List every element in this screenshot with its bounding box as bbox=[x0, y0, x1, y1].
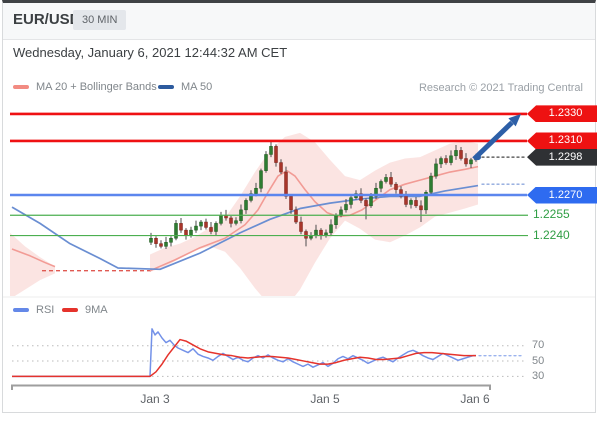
legend-rsi-label: RSI bbox=[36, 304, 55, 316]
rsi-swatch-icon bbox=[13, 308, 29, 312]
support-label-12240: 1.2240 bbox=[533, 227, 570, 242]
support-tag-12270: 1.2270 bbox=[527, 186, 597, 204]
rsi-scale-30: 30 bbox=[532, 370, 545, 382]
legend-9ma: 9MA bbox=[62, 304, 108, 316]
x-axis-label-jan3: Jan 3 bbox=[140, 392, 170, 406]
resistance-tag-12310: 1.2310 bbox=[527, 132, 597, 150]
nine-ma-swatch-icon bbox=[62, 308, 78, 312]
ma50-swatch-icon bbox=[158, 85, 174, 89]
resistance-tag-12330: 1.2330 bbox=[527, 105, 597, 123]
support-label-12255: 1.2255 bbox=[533, 207, 570, 222]
legend-ma20-bollinger: MA 20 + Bollinger Bands bbox=[13, 81, 157, 93]
instrument-symbol: EUR/USD bbox=[13, 11, 81, 28]
legend-9ma-label: 9MA bbox=[85, 304, 108, 316]
rsi-scale-70: 70 bbox=[532, 339, 545, 351]
x-axis-label-jan5: Jan 5 bbox=[310, 392, 340, 406]
rsi-scale-50: 50 bbox=[532, 354, 545, 367]
x-axis-label-jan6: Jan 6 bbox=[460, 392, 490, 406]
chart-datetime: Wednesday, January 6, 2021 12:44:32 AM C… bbox=[13, 45, 288, 60]
legend-ma50-label: MA 50 bbox=[181, 81, 213, 93]
card-frame bbox=[2, 0, 596, 413]
copyright-text: Research © 2021 Trading Central bbox=[418, 82, 583, 94]
ma20-swatch-icon bbox=[13, 85, 29, 89]
legend-ma50: MA 50 bbox=[158, 81, 212, 93]
legend-rsi: RSI bbox=[13, 304, 54, 316]
timeframe-badge[interactable]: 30 MIN bbox=[73, 10, 127, 30]
legend-ma20-label: MA 20 + Bollinger Bands bbox=[36, 81, 157, 93]
last-price-tag: 1.2298 bbox=[527, 148, 597, 166]
